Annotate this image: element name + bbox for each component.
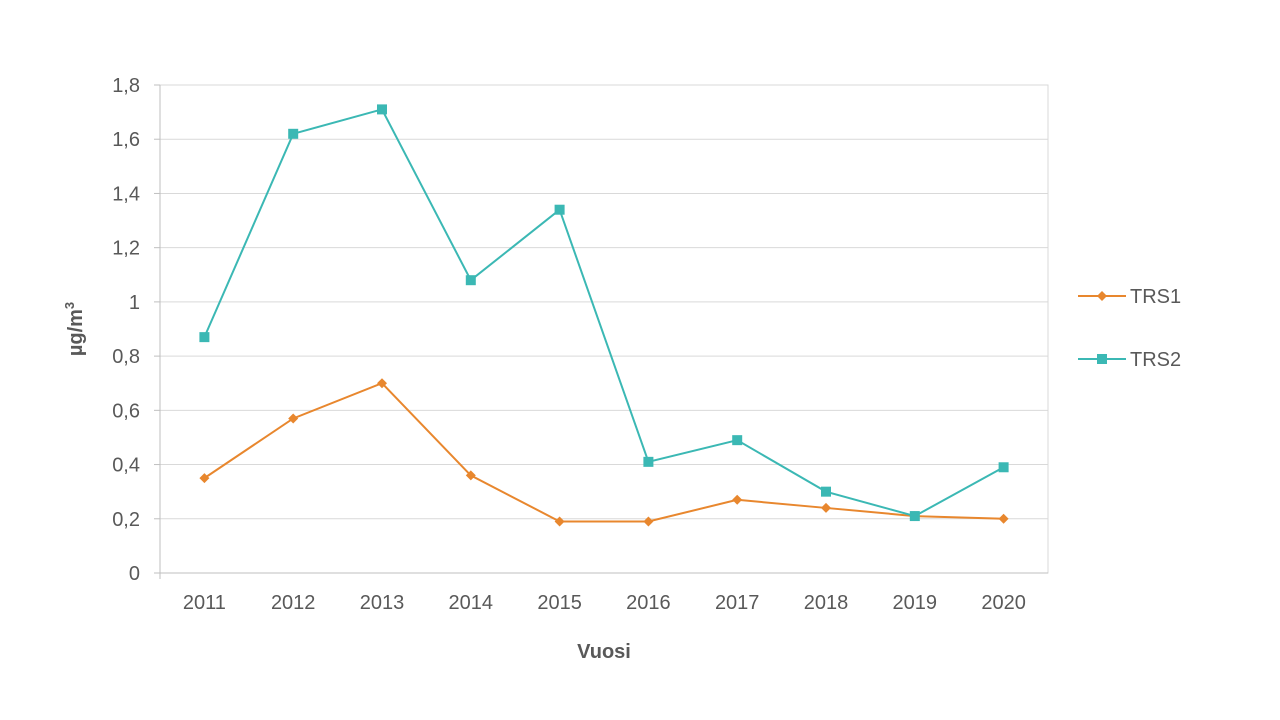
data-point-trs1 <box>288 413 299 424</box>
data-point-trs2 <box>732 435 743 446</box>
data-point-trs1 <box>377 378 387 389</box>
legend-label: TRS2 <box>1130 349 1181 371</box>
x-tick-label: 2019 <box>893 592 938 614</box>
y-tick-label: 1,4 <box>112 183 140 205</box>
plot-area <box>159 84 1049 574</box>
x-axis-label: Vuosi <box>577 641 631 663</box>
series-line-trs1 <box>203 382 1004 523</box>
x-tick-label: 2015 <box>537 592 582 614</box>
legend-marker <box>1097 354 1107 364</box>
data-point-trs1 <box>199 473 210 484</box>
y-tick-label: 1 <box>129 292 140 314</box>
x-tick-label: 2011 <box>183 592 226 614</box>
y-tick-label: 1,8 <box>112 75 140 97</box>
data-point-trs2 <box>554 204 565 215</box>
data-point-trs1 <box>465 470 476 481</box>
legend-item-trs2: TRS2 <box>1078 349 1181 371</box>
data-point-trs2 <box>909 511 920 522</box>
legend-label: TRS1 <box>1130 286 1181 308</box>
data-point-trs1 <box>554 516 565 527</box>
data-point-trs1 <box>821 502 831 513</box>
data-point-trs2 <box>377 104 387 115</box>
x-tick-label: 2017 <box>715 592 760 614</box>
legend-marker <box>1097 291 1107 301</box>
legend-item-trs1: TRS1 <box>1078 286 1181 308</box>
x-tick-label: 2016 <box>626 592 671 614</box>
data-point-trs2 <box>465 275 476 286</box>
data-point-trs1 <box>643 516 654 527</box>
x-tick-label: 2013 <box>360 592 405 614</box>
data-point-trs2 <box>998 462 1009 473</box>
series-line-trs2 <box>203 108 1005 518</box>
x-tick-label: 2020 <box>981 592 1026 614</box>
y-tick-label: 0,2 <box>112 509 140 531</box>
y-tick-label: 1,2 <box>112 238 140 260</box>
data-point-trs2 <box>643 456 654 467</box>
y-tick-label: 0,8 <box>112 346 140 368</box>
data-point-trs2 <box>199 332 210 343</box>
x-tick-label: 2018 <box>804 592 849 614</box>
data-point-trs2 <box>821 486 831 497</box>
x-tick-label: 2012 <box>271 592 316 614</box>
y-tick-label: 0,4 <box>112 455 140 477</box>
x-tick-label: 2014 <box>449 592 494 614</box>
y-axis-label: µg/m3 <box>62 302 87 356</box>
data-point-trs2 <box>288 128 299 139</box>
y-tick-label: 1,6 <box>112 129 140 151</box>
data-point-trs1 <box>998 513 1009 524</box>
y-tick-label: 0,6 <box>112 400 140 422</box>
data-point-trs1 <box>732 494 743 505</box>
y-tick-label: 0 <box>129 563 140 585</box>
